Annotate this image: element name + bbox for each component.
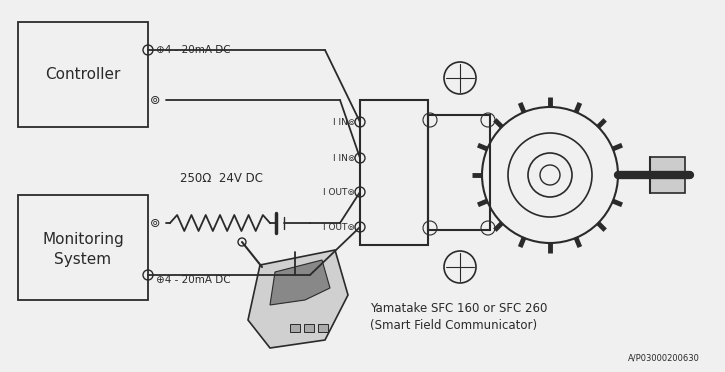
- Text: ⊚: ⊚: [150, 217, 160, 230]
- Text: Controller: Controller: [45, 67, 120, 82]
- Polygon shape: [248, 250, 348, 348]
- Text: System: System: [54, 252, 112, 267]
- Text: I OUT⊚: I OUT⊚: [323, 222, 355, 231]
- Text: ⊕4 - 20mA DC: ⊕4 - 20mA DC: [156, 275, 231, 285]
- Polygon shape: [270, 260, 330, 305]
- Text: 250Ω  24V DC: 250Ω 24V DC: [180, 171, 263, 185]
- Text: I OUT⊚: I OUT⊚: [323, 187, 355, 196]
- Bar: [290, 324, 300, 332]
- Text: ⊚: ⊚: [150, 93, 160, 106]
- Text: A/P03000200630: A/P03000200630: [628, 353, 700, 362]
- Bar: [650, 157, 685, 193]
- Text: I IN⊚: I IN⊚: [333, 118, 355, 126]
- Text: Yamatake SFC 160 or SFC 260: Yamatake SFC 160 or SFC 260: [370, 301, 547, 314]
- Bar: [428, 115, 490, 230]
- Text: Monitoring: Monitoring: [42, 232, 124, 247]
- Text: (Smart Field Communicator): (Smart Field Communicator): [370, 318, 537, 331]
- Bar: [360, 100, 428, 245]
- Bar: [318, 324, 328, 332]
- Bar: [18, 195, 148, 300]
- Bar: [18, 22, 148, 127]
- Bar: [304, 324, 314, 332]
- Text: ⊕4 - 20mA DC: ⊕4 - 20mA DC: [156, 45, 231, 55]
- Text: I IN⊚: I IN⊚: [333, 154, 355, 163]
